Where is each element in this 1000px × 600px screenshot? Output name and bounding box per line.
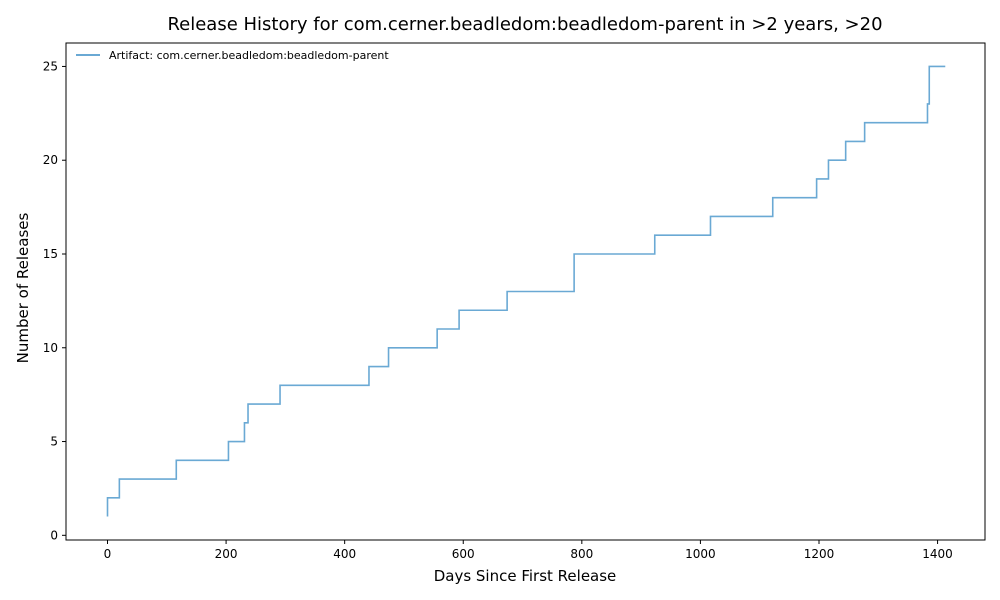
y-tick-label: 15: [43, 247, 58, 261]
x-tick-label: 1400: [922, 547, 953, 561]
y-axis-ticks: 0 5 10 15 20 25: [43, 59, 66, 542]
y-tick-label: 10: [43, 341, 58, 355]
chart-title: Release History for com.cerner.beadledom…: [167, 14, 882, 35]
series-layer: [106, 65, 946, 517]
y-tick-label: 5: [50, 435, 58, 449]
x-tick-label: 1200: [804, 547, 835, 561]
series-line: [106, 65, 946, 517]
y-tick-label: 20: [43, 153, 58, 167]
y-tick-label: 0: [50, 528, 58, 542]
legend-entry-label: Artifact: com.cerner.beadledom:beadledom…: [109, 49, 389, 62]
y-axis-label: Number of Releases: [14, 212, 32, 363]
plot-area: 0 200 400 600 800 1000 1200 1400 0 5 10 15 20 25: [43, 42, 986, 561]
x-tick-label: 1000: [685, 547, 716, 561]
y-tick-label: 25: [43, 59, 58, 73]
legend: Artifact: com.cerner.beadledom:beadledom…: [76, 49, 389, 62]
x-tick-label: 0: [104, 547, 112, 561]
x-tick-label: 400: [333, 547, 356, 561]
x-tick-label: 200: [215, 547, 238, 561]
x-axis-label: Days Since First Release: [434, 567, 617, 585]
x-axis-ticks: 0 200 400 600 800 1000 1200 1400: [104, 540, 953, 561]
axes-frame: [65, 42, 986, 541]
x-tick-label: 800: [570, 547, 593, 561]
x-tick-label: 600: [452, 547, 475, 561]
